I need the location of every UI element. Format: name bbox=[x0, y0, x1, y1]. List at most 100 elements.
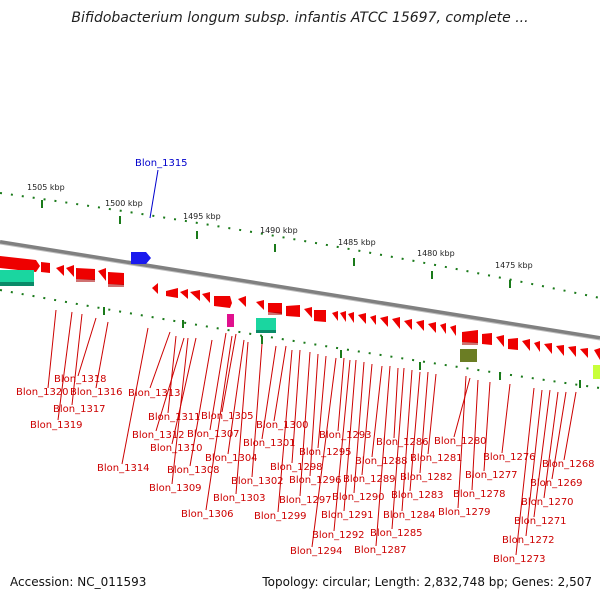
gene-label[interactable]: Blon_1284 bbox=[383, 510, 436, 521]
gene-leader-line bbox=[551, 391, 567, 480]
gene-label[interactable]: Blon_1316 bbox=[70, 387, 123, 398]
gene-label[interactable]: Blon_1290 bbox=[332, 492, 385, 503]
gene-leader-line bbox=[337, 357, 345, 432]
gene-leader-line bbox=[291, 349, 301, 464]
gene-leader-line bbox=[227, 339, 245, 455]
gene-leader-line bbox=[251, 343, 263, 478]
gene-label[interactable]: Blon_1294 bbox=[290, 546, 343, 557]
gene-label[interactable]: Blon_1268 bbox=[542, 459, 595, 470]
gene-leader-line bbox=[501, 383, 511, 454]
gene-label[interactable]: Blon_1271 bbox=[514, 516, 567, 527]
tick-label: 1485 kbp bbox=[338, 238, 376, 247]
gene-label[interactable]: Blon_1280 bbox=[434, 436, 487, 447]
gene-leader-line bbox=[273, 345, 287, 422]
gene-label[interactable]: Blon_1299 bbox=[254, 511, 307, 522]
gene-leader-line bbox=[77, 317, 97, 377]
gene-label[interactable]: Blon_1272 bbox=[502, 535, 555, 546]
genome-backbone bbox=[0, 240, 600, 340]
gene-label[interactable]: Blon_1285 bbox=[370, 528, 423, 539]
gene-label[interactable]: Blon_1296 bbox=[289, 475, 342, 486]
tick-label: 1490 kbp bbox=[260, 226, 298, 235]
gene-leader-line bbox=[453, 377, 471, 438]
gene-label[interactable]: Blon_1269 bbox=[530, 478, 583, 489]
gene-leader-line bbox=[221, 333, 237, 413]
gene-label[interactable]: Blon_1288 bbox=[355, 456, 408, 467]
highlight-leader-line bbox=[149, 169, 159, 219]
gene-label[interactable]: Blon_1289 bbox=[343, 474, 396, 485]
gene-leader-line bbox=[189, 339, 213, 467]
tick-label: 1495 kbp bbox=[183, 212, 221, 221]
gene-leader-line bbox=[563, 391, 577, 461]
gene-leader-line bbox=[427, 373, 437, 455]
tick-label: 1475 kbp bbox=[495, 261, 533, 270]
gene-label[interactable]: Blon_1317 bbox=[53, 404, 106, 415]
gene-label[interactable]: Blon_1270 bbox=[521, 497, 574, 508]
gene-leader-line bbox=[371, 365, 383, 458]
feature-olive bbox=[460, 349, 477, 362]
gene-label[interactable]: Blon_1273 bbox=[493, 554, 546, 565]
accession-text: Accession: NC_011593 bbox=[10, 575, 147, 589]
gene-label[interactable]: Blon_1291 bbox=[321, 510, 374, 521]
gene-label[interactable]: Blon_1298 bbox=[270, 462, 323, 473]
gene-label[interactable]: Blon_1320 bbox=[16, 387, 69, 398]
gene-leader-line bbox=[167, 335, 177, 414]
gene-label[interactable]: Blon_1281 bbox=[410, 453, 463, 464]
highlight-gene-label[interactable]: Blon_1315 bbox=[135, 158, 188, 169]
gene-label[interactable]: Blon_1314 bbox=[97, 463, 150, 474]
gene-label[interactable]: Blon_1300 bbox=[256, 420, 309, 431]
gene-label[interactable]: Blon_1319 bbox=[30, 420, 83, 431]
gene-leader-line bbox=[121, 327, 149, 465]
gene-label[interactable]: Blon_1306 bbox=[181, 509, 234, 520]
gene-leader-line bbox=[353, 361, 365, 494]
gene-leader-line bbox=[209, 332, 227, 431]
gene-label[interactable]: Blon_1313 bbox=[128, 388, 181, 399]
gene-label[interactable]: Blon_1277 bbox=[465, 470, 518, 481]
gene-label[interactable]: Blon_1279 bbox=[438, 507, 491, 518]
summary-text: Topology: circular; Length: 2,832,748 bp… bbox=[262, 575, 592, 589]
gene-leader-line bbox=[171, 337, 189, 485]
gene-label[interactable]: Blon_1312 bbox=[132, 430, 185, 441]
major-ticks bbox=[41, 200, 511, 288]
inner-major-ticks bbox=[103, 307, 581, 388]
feature-lime bbox=[593, 365, 600, 379]
gene-label[interactable]: Blon_1311 bbox=[148, 412, 201, 423]
gene-label[interactable]: Blon_1310 bbox=[150, 443, 203, 454]
gene-leader-line bbox=[343, 359, 357, 512]
gene-label[interactable]: Blon_1297 bbox=[279, 495, 332, 506]
gene-leader-line bbox=[457, 375, 467, 509]
reverse-gene-track bbox=[0, 256, 600, 360]
gene-label[interactable]: Blon_1286 bbox=[376, 437, 429, 448]
gene-leader-line bbox=[205, 335, 233, 511]
gene-leader-line bbox=[333, 359, 351, 532]
gene-leader-line bbox=[57, 311, 73, 421]
gene-leader-line bbox=[393, 367, 399, 439]
gene-label[interactable]: Blon_1304 bbox=[205, 453, 258, 464]
gene-label[interactable]: Blon_1305 bbox=[201, 411, 254, 422]
gene-label[interactable]: Blon_1283 bbox=[391, 490, 444, 501]
gene-label[interactable]: Blon_1293 bbox=[319, 430, 372, 441]
gene-label[interactable]: Blon_1318 bbox=[54, 374, 107, 385]
gene-leader-line bbox=[543, 391, 559, 499]
gene-leader-line bbox=[533, 389, 551, 518]
gene-leader-line bbox=[483, 381, 491, 472]
gene-label[interactable]: Blon_1301 bbox=[243, 438, 296, 449]
gene-leader-line bbox=[515, 387, 535, 556]
gene-leader-line bbox=[235, 341, 249, 495]
gene-label[interactable]: Blon_1303 bbox=[213, 493, 266, 504]
gene-label[interactable]: Blon_1308 bbox=[167, 465, 220, 476]
gene-label[interactable]: Blon_1309 bbox=[149, 483, 202, 494]
gene-leader-line bbox=[309, 353, 319, 477]
gene-leader-line bbox=[71, 313, 83, 406]
gene-label[interactable]: Blon_1282 bbox=[400, 472, 453, 483]
gene-label[interactable]: Blon_1292 bbox=[312, 530, 365, 541]
gene-leader-line bbox=[471, 379, 479, 491]
gene-label[interactable]: Blon_1276 bbox=[483, 452, 536, 463]
tick-label-group: 1505 kbp 1500 kbp 1495 kbp 1490 kbp 1485 kbp… bbox=[27, 183, 533, 270]
gene-label[interactable]: Blon_1278 bbox=[453, 489, 506, 500]
gene-leader-line bbox=[311, 357, 337, 548]
gene-label[interactable]: Blon_1295 bbox=[299, 447, 352, 458]
gene-label[interactable]: Blon_1302 bbox=[231, 476, 284, 487]
gene-label[interactable]: Blon_1287 bbox=[354, 545, 407, 556]
gene-label[interactable]: Blon_1307 bbox=[187, 429, 240, 440]
